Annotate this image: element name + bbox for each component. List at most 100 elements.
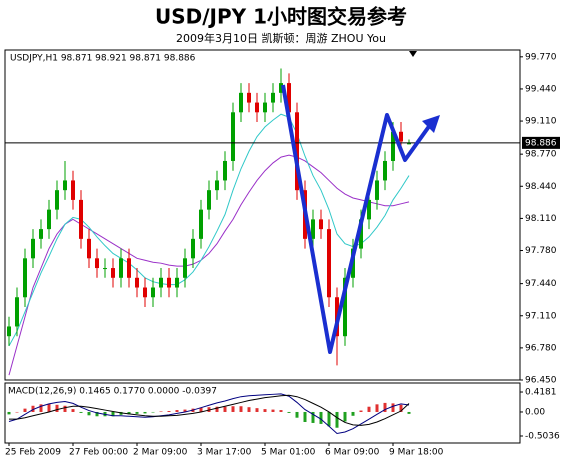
candle-body xyxy=(47,209,51,230)
macd-histogram-bar xyxy=(263,409,267,412)
macd-histogram-bar xyxy=(7,411,11,415)
y-tick-label: 99.770 xyxy=(525,52,557,62)
macd-histogram-bar xyxy=(55,404,59,412)
macd-histogram-bar xyxy=(239,406,243,412)
candle-body xyxy=(135,277,139,288)
candle-body xyxy=(119,258,123,278)
x-tick-label: 2 Mar 09:00 xyxy=(133,448,188,458)
macd-histogram-bar xyxy=(247,407,251,412)
x-tick-label: 5 Mar 01:00 xyxy=(261,448,316,458)
candle-body xyxy=(367,199,371,220)
candle-body xyxy=(55,190,59,210)
candle-body xyxy=(287,83,291,113)
y-tick-label: 96.450 xyxy=(525,376,557,386)
candle-body xyxy=(391,131,395,161)
macd-info: MACD(12,26,9) 0.1465 0.1770 0.0000 -0.03… xyxy=(8,387,217,397)
chart-subtitle: 2009年3月10日 凯斯顿：周游 ZHOU You xyxy=(176,31,386,45)
macd-histogram-bar xyxy=(199,407,203,412)
x-tick-label: 3 Mar 17:00 xyxy=(197,448,252,458)
y-tick-label: 0.00 xyxy=(525,407,545,417)
macd-histogram-bar xyxy=(143,411,147,414)
candle-body xyxy=(23,258,27,298)
candle-body xyxy=(343,277,347,337)
x-tick-label: 9 Mar 18:00 xyxy=(389,448,444,458)
candle-body xyxy=(407,142,411,145)
candle-body xyxy=(143,287,147,298)
macd-histogram-bar xyxy=(223,406,227,412)
candle-body xyxy=(215,180,219,191)
current-price-box xyxy=(522,136,560,149)
y-tick-label: 97.440 xyxy=(525,279,557,289)
candle-body xyxy=(79,199,83,239)
candle-body xyxy=(359,219,363,249)
macd-histogram-bar xyxy=(71,409,75,412)
candle-body xyxy=(15,297,19,327)
macd-histogram-bar xyxy=(295,411,299,418)
macd-histogram-bar xyxy=(175,410,179,412)
shift-marker xyxy=(409,51,417,57)
marks: 99.770 99.440 99.110 98.770 98.440 98.110 97.7… xyxy=(5,52,560,458)
macd-histogram-bar xyxy=(271,409,275,412)
y-tick-label: 97.780 xyxy=(525,246,557,256)
macd-histogram-bar xyxy=(359,410,363,412)
macd-histogram-bar xyxy=(47,403,51,412)
symbol-info: USDJPY,H1 98.871 98.921 98.871 98.886 xyxy=(10,54,196,64)
macd-histogram-bar xyxy=(15,411,19,413)
macd-histogram-bar xyxy=(23,408,27,412)
candle-body xyxy=(167,277,171,288)
x-tick-label: 25 Feb 2009 xyxy=(5,448,61,458)
y-tick-label: 0.4181 xyxy=(525,388,557,398)
macd-histogram-bar xyxy=(399,404,403,412)
pattern-annotation xyxy=(281,84,432,354)
moving-average xyxy=(8,154,410,376)
macd-histogram-bar xyxy=(407,411,411,414)
candle-body xyxy=(279,83,283,93)
candle-body xyxy=(151,287,155,298)
candle-body xyxy=(383,160,387,181)
macd-line xyxy=(9,394,410,426)
macd-histogram-bar xyxy=(135,411,139,414)
macd-histogram-bar xyxy=(159,411,163,412)
candle-body xyxy=(127,258,131,278)
macd-histogram-bar xyxy=(231,406,235,412)
macd-line xyxy=(8,393,410,434)
candle-body xyxy=(31,238,35,259)
candle-body xyxy=(311,219,315,239)
macd-histogram-bar xyxy=(63,405,67,412)
macd-histogram-bar xyxy=(215,406,219,412)
x-tick-label: 27 Feb 00:00 xyxy=(69,448,128,458)
candle-body xyxy=(263,102,267,113)
macd-histogram-bar xyxy=(319,411,323,424)
macd-histogram-bar xyxy=(335,411,339,428)
candle-body xyxy=(111,268,115,278)
candle-body xyxy=(231,112,235,161)
candle-body xyxy=(183,258,187,278)
macd-histogram-bar xyxy=(255,408,259,412)
y-tick-label: 98.110 xyxy=(525,214,557,224)
candle-body xyxy=(103,268,107,270)
candle-body xyxy=(327,229,331,298)
candle-body xyxy=(191,238,195,259)
candle-body xyxy=(255,102,259,113)
candle-body xyxy=(159,277,163,288)
macd-histogram-bar xyxy=(383,402,387,412)
candle-body xyxy=(239,92,243,113)
macd-histogram-bar xyxy=(111,411,115,417)
candle-body xyxy=(247,92,251,103)
macd-histogram-bar xyxy=(343,411,347,422)
candle-body xyxy=(175,277,179,288)
x-tick-label: 6 Mar 09:00 xyxy=(325,448,380,458)
candle-body xyxy=(63,180,67,191)
macd-histogram-bar xyxy=(279,410,283,412)
y-tick-label: 99.440 xyxy=(525,84,557,94)
candle-body xyxy=(319,219,323,230)
macd-histogram-bar xyxy=(151,411,155,413)
macd-histogram-bar xyxy=(351,411,355,416)
macd-histogram-bar xyxy=(327,411,331,427)
macd-panel xyxy=(4,382,521,444)
candle-body xyxy=(223,160,227,181)
y-tick-label: 96.780 xyxy=(525,343,557,353)
candle-body xyxy=(399,131,403,142)
candle-body xyxy=(199,209,203,239)
